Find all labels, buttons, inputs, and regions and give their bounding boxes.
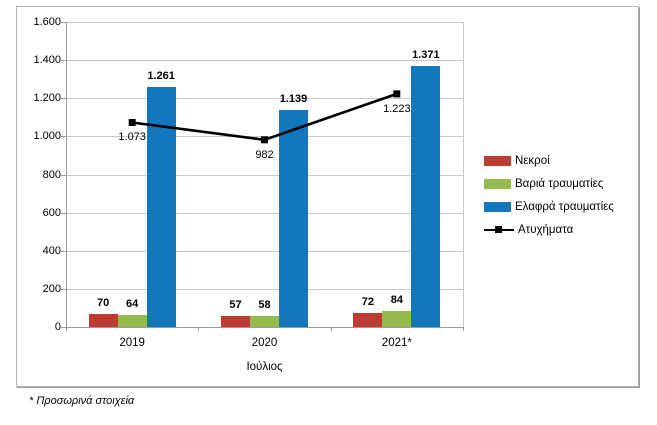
x-tick-mark <box>463 327 464 331</box>
x-category-label: 2020 <box>251 337 278 349</box>
x-tick-mark <box>330 327 332 331</box>
x-tick-mark <box>198 327 200 331</box>
y-tick-mark <box>61 22 66 23</box>
bar <box>117 314 147 327</box>
legend-item: Βαριά τραυματίες <box>484 172 614 195</box>
bar-value-label: 1.261 <box>147 69 175 82</box>
y-tick-label: 400 <box>42 244 61 257</box>
y-tick-mark <box>61 250 66 252</box>
line-value-label: 1.073 <box>118 131 146 144</box>
gridline <box>66 22 463 23</box>
y-tick-mark <box>61 174 66 176</box>
y-tick-mark <box>61 98 66 100</box>
bar <box>279 109 308 327</box>
legend-label: Ατυχήματα <box>518 223 574 236</box>
bar-value-label: 72 <box>361 296 374 309</box>
legend-swatch <box>484 178 511 189</box>
bar-value-label: 64 <box>126 297 139 310</box>
line-value-label: 982 <box>255 148 274 161</box>
gridline <box>66 288 463 290</box>
x-tick-mark <box>66 327 67 331</box>
y-tick-label: 800 <box>42 168 61 181</box>
bar-value-label: 70 <box>97 296 110 309</box>
y-tick-mark <box>61 60 66 62</box>
legend-line-marker <box>495 225 502 233</box>
bar <box>382 310 412 327</box>
legend: Νεκροί Βαριά τραυματίες Ελαφρά τραυματίες Α… <box>484 149 614 241</box>
bar-value-label: 1.139 <box>279 92 308 105</box>
y-tick-mark <box>61 288 66 290</box>
legend-label: Ελαφρά τραυματίες <box>515 200 614 213</box>
bar <box>353 313 383 327</box>
legend-label: Νεκροί <box>515 154 550 167</box>
y-tick-label: 1.200 <box>33 92 61 105</box>
plot-right-border <box>463 22 464 327</box>
bar <box>221 316 250 327</box>
x-axis-title: Ιούλιος <box>246 361 283 373</box>
x-category-label: 2021* <box>381 337 412 349</box>
y-tick-label: 200 <box>42 282 61 295</box>
y-tick-label: 600 <box>42 206 61 219</box>
y-tick-label: 1.000 <box>33 130 61 143</box>
bar-value-label: 57 <box>229 299 242 312</box>
bar-value-label: 58 <box>258 298 271 311</box>
y-tick-label: 1.600 <box>33 16 61 28</box>
x-axis-line <box>66 327 463 328</box>
bar-value-label: 84 <box>390 293 403 306</box>
y-tick-mark <box>61 212 66 214</box>
line-value-label: 1.223 <box>383 102 411 115</box>
y-tick-mark <box>61 327 66 328</box>
bar-value-label: 1.371 <box>412 48 440 61</box>
bar <box>411 65 441 327</box>
gridline <box>66 60 463 62</box>
legend-item: Ελαφρά τραυματίες <box>484 195 614 218</box>
bar <box>250 315 279 327</box>
y-axis-line <box>66 22 67 327</box>
bar <box>88 313 118 327</box>
legend-label: Βαριά τραυματίες <box>515 177 604 190</box>
legend-swatch <box>484 155 511 166</box>
legend-line-swatch <box>484 225 514 235</box>
y-tick-mark <box>61 136 66 138</box>
gridline <box>66 212 463 214</box>
y-tick-label: 1.400 <box>33 54 61 67</box>
y-tick-label: 0 <box>54 321 61 333</box>
gridline <box>66 174 463 176</box>
bar <box>146 86 176 327</box>
legend-item: Ατυχήματα <box>484 218 614 241</box>
x-category-label: 2019 <box>119 337 145 349</box>
footnote: * Προσωρινά στοιχεία <box>29 395 135 407</box>
gridline <box>66 250 463 252</box>
legend-swatch <box>484 201 511 212</box>
legend-item: Νεκροί <box>484 149 614 172</box>
